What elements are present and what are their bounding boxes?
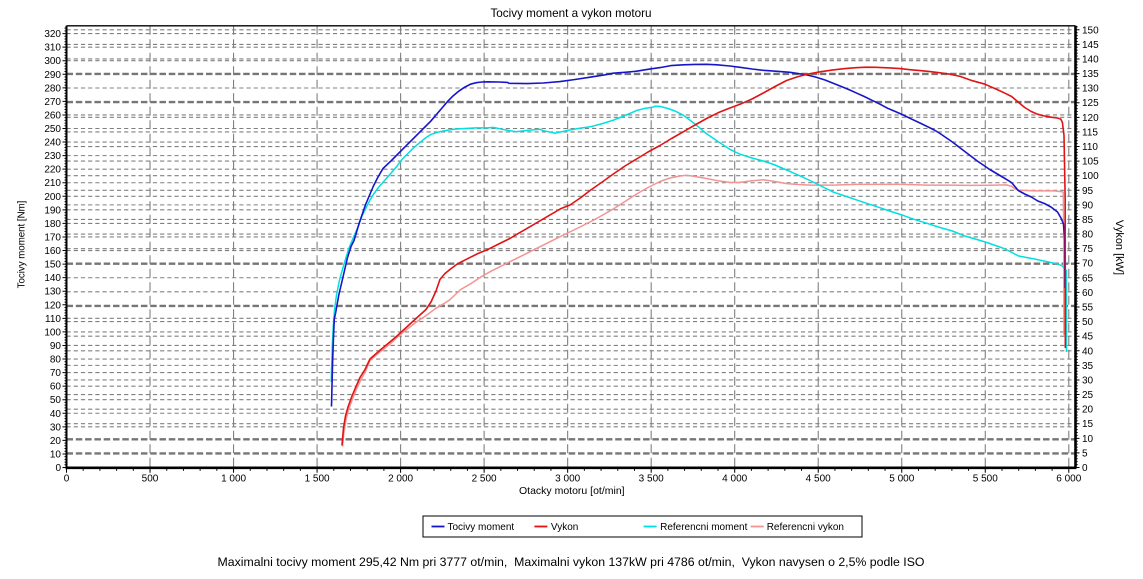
- svg-text:0: 0: [1082, 463, 1088, 474]
- svg-text:95: 95: [1082, 186, 1094, 197]
- svg-text:130: 130: [1082, 84, 1099, 95]
- svg-text:30: 30: [1082, 376, 1094, 387]
- svg-text:20: 20: [50, 436, 62, 447]
- svg-text:5 000: 5 000: [889, 474, 914, 485]
- svg-text:4 000: 4 000: [722, 474, 747, 485]
- svg-text:80: 80: [50, 355, 62, 366]
- svg-text:65: 65: [1082, 273, 1094, 284]
- svg-text:50: 50: [50, 395, 62, 406]
- svg-text:0: 0: [64, 474, 70, 485]
- svg-text:Otacky motoru [ot/min]: Otacky motoru [ot/min]: [519, 485, 625, 497]
- svg-text:40: 40: [1082, 346, 1094, 357]
- svg-text:10: 10: [1082, 434, 1094, 445]
- svg-text:10: 10: [50, 449, 62, 460]
- svg-text:0: 0: [55, 463, 61, 474]
- svg-text:35: 35: [1082, 361, 1094, 372]
- svg-text:140: 140: [1082, 55, 1099, 66]
- svg-text:120: 120: [44, 300, 61, 311]
- svg-text:Referencni moment: Referencni moment: [660, 522, 747, 533]
- svg-text:150: 150: [44, 260, 61, 271]
- svg-text:Vykon: Vykon: [551, 522, 578, 533]
- svg-text:220: 220: [44, 165, 61, 176]
- svg-text:75: 75: [1082, 244, 1094, 255]
- svg-text:2 000: 2 000: [388, 474, 413, 485]
- svg-text:180: 180: [44, 219, 61, 230]
- svg-text:Tocivy moment [Nm]: Tocivy moment [Nm]: [17, 201, 28, 289]
- svg-text:210: 210: [44, 178, 61, 189]
- svg-text:130: 130: [44, 287, 61, 298]
- svg-text:110: 110: [45, 314, 61, 325]
- svg-text:135: 135: [1082, 69, 1099, 80]
- svg-text:105: 105: [1082, 157, 1099, 168]
- svg-text:85: 85: [1082, 215, 1094, 226]
- svg-text:140: 140: [44, 273, 61, 284]
- svg-text:160: 160: [44, 246, 61, 257]
- svg-text:1 000: 1 000: [221, 474, 246, 485]
- svg-text:30: 30: [50, 422, 62, 433]
- svg-text:200: 200: [44, 192, 61, 203]
- svg-text:2 500: 2 500: [472, 474, 497, 485]
- svg-text:500: 500: [142, 474, 159, 485]
- svg-text:25: 25: [1082, 390, 1094, 401]
- svg-text:45: 45: [1082, 332, 1094, 343]
- svg-text:60: 60: [1082, 288, 1094, 299]
- svg-text:100: 100: [1082, 171, 1099, 182]
- svg-text:5 500: 5 500: [973, 474, 998, 485]
- svg-text:1 500: 1 500: [305, 474, 330, 485]
- svg-text:70: 70: [50, 368, 62, 379]
- svg-text:60: 60: [50, 382, 62, 393]
- svg-text:300: 300: [44, 56, 61, 67]
- svg-text:310: 310: [44, 43, 61, 54]
- svg-text:40: 40: [50, 409, 62, 420]
- svg-text:270: 270: [44, 97, 61, 108]
- svg-text:290: 290: [44, 70, 61, 81]
- svg-text:55: 55: [1082, 303, 1094, 314]
- svg-text:145: 145: [1082, 40, 1099, 51]
- svg-text:240: 240: [44, 138, 61, 149]
- svg-text:280: 280: [44, 83, 61, 94]
- svg-text:3 000: 3 000: [555, 474, 580, 485]
- svg-text:Vykon [kW]: Vykon [kW]: [1113, 220, 1125, 275]
- svg-text:170: 170: [44, 233, 61, 244]
- svg-text:4 500: 4 500: [806, 474, 831, 485]
- svg-text:190: 190: [44, 205, 61, 216]
- svg-text:Tocivy moment a vykon motoru: Tocivy moment a vykon motoru: [490, 7, 651, 20]
- svg-text:50: 50: [1082, 317, 1094, 328]
- svg-text:80: 80: [1082, 230, 1094, 241]
- svg-text:150: 150: [1082, 25, 1099, 36]
- svg-text:100: 100: [44, 327, 61, 338]
- svg-text:110: 110: [1082, 142, 1098, 153]
- svg-text:90: 90: [1082, 200, 1094, 211]
- svg-text:250: 250: [44, 124, 61, 135]
- svg-text:20: 20: [1082, 405, 1094, 416]
- svg-text:15: 15: [1082, 419, 1094, 430]
- svg-text:6 000: 6 000: [1056, 474, 1081, 485]
- svg-text:320: 320: [44, 29, 61, 40]
- svg-text:120: 120: [1082, 113, 1099, 124]
- svg-text:230: 230: [44, 151, 61, 162]
- svg-text:Tocivy moment: Tocivy moment: [448, 522, 515, 533]
- svg-text:3 500: 3 500: [639, 474, 664, 485]
- svg-text:115: 115: [1082, 127, 1098, 138]
- svg-text:125: 125: [1082, 98, 1099, 109]
- svg-text:260: 260: [44, 110, 61, 121]
- svg-text:5: 5: [1082, 448, 1088, 459]
- svg-text:Maximalni tocivy moment 295,42: Maximalni tocivy moment 295,42 Nm pri 37…: [218, 555, 925, 569]
- svg-text:90: 90: [50, 341, 62, 352]
- svg-text:Referencni vykon: Referencni vykon: [767, 522, 844, 533]
- svg-text:70: 70: [1082, 259, 1094, 270]
